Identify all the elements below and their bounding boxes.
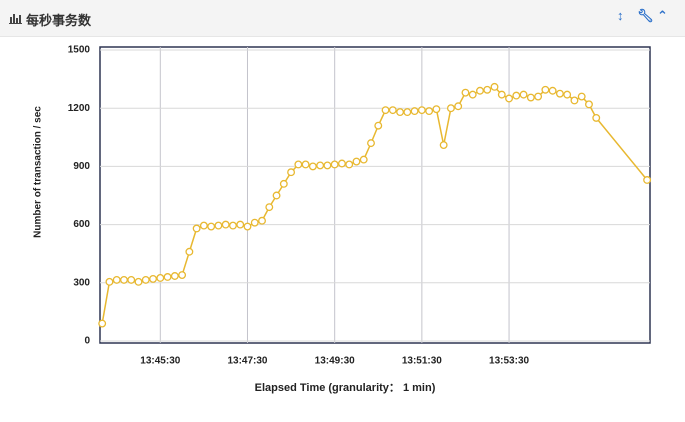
data-point (287, 168, 296, 177)
data-point (483, 85, 492, 94)
x-tick-label: 13:47:30 (227, 356, 267, 367)
data-point (425, 107, 434, 116)
data-point (410, 107, 419, 116)
data-point (570, 96, 579, 105)
data-point (432, 105, 441, 114)
data-point (548, 86, 557, 95)
chart-icon (9, 14, 22, 24)
data-point (519, 90, 528, 99)
data-point (577, 92, 586, 101)
data-point (643, 176, 652, 184)
data-point (468, 90, 477, 99)
data-point (105, 277, 114, 286)
data-point (243, 222, 252, 231)
data-point (555, 89, 564, 98)
data-point (534, 92, 543, 101)
y-axis-label: Number of transaction / sec (33, 106, 44, 238)
data-point (359, 155, 368, 164)
data-point (352, 157, 361, 166)
data-point (374, 121, 383, 130)
data-point (272, 191, 281, 200)
data-point (221, 220, 230, 229)
data-point (585, 100, 593, 109)
data-point (345, 160, 354, 169)
data-point (127, 275, 136, 284)
data-point (229, 221, 237, 230)
data-point (316, 161, 325, 170)
data-point (156, 274, 165, 282)
data-point (446, 104, 455, 113)
data-point (461, 88, 470, 97)
y-tick-label: 0 (84, 336, 90, 347)
data-point (236, 220, 245, 229)
x-tick-label: 13:51:30 (402, 356, 442, 367)
data-point (367, 139, 375, 148)
data-point (505, 94, 513, 103)
data-point (396, 108, 405, 117)
data-point (141, 275, 150, 284)
y-tick-label: 900 (73, 161, 90, 172)
data-point (98, 319, 107, 328)
panel-header: 每秒事务数 ↕ 🔧︎ ⌃ (0, 0, 685, 37)
data-point (592, 113, 601, 122)
data-point (265, 203, 274, 212)
data-point (439, 141, 448, 150)
data-point (381, 106, 390, 115)
data-point (512, 91, 521, 100)
x-tick-label: 13:53:30 (489, 356, 529, 367)
data-point (112, 275, 121, 284)
data-point (207, 222, 216, 231)
data-point (541, 85, 550, 94)
data-point (178, 271, 187, 279)
data-point (185, 247, 194, 256)
data-point (170, 272, 179, 280)
data-point (163, 273, 172, 281)
data-point (301, 160, 310, 169)
x-tick-label: 13:49:30 (315, 356, 355, 367)
data-point (476, 86, 484, 95)
data-point (120, 275, 128, 284)
data-point (337, 159, 346, 168)
data-point (403, 108, 412, 117)
data-point (526, 93, 535, 102)
panel-title: 每秒事务数 (26, 13, 92, 28)
data-point (149, 274, 157, 283)
y-tick-label: 1500 (68, 45, 91, 56)
data-point (323, 161, 332, 170)
y-tick-label: 300 (73, 277, 90, 288)
data-point (417, 106, 426, 115)
data-point (294, 160, 303, 169)
data-point (250, 218, 259, 227)
y-tick-label: 600 (73, 219, 90, 230)
data-point (388, 106, 397, 115)
x-axis-label: Elapsed Time (granularity： 1 min) (255, 382, 436, 394)
x-tick-label: 13:45:30 (140, 356, 180, 367)
data-point (330, 160, 339, 169)
data-point (192, 224, 201, 233)
y-tick-label: 1200 (68, 103, 91, 114)
data-point (279, 179, 288, 188)
data-point (490, 82, 499, 91)
data-point (308, 162, 317, 171)
data-point (258, 216, 266, 225)
data-point (134, 277, 143, 286)
data-point (497, 90, 506, 99)
data-point (454, 102, 463, 111)
settings-button[interactable]: 🔧︎ (637, 8, 654, 23)
resize-button[interactable]: ↕ (617, 8, 624, 23)
data-point (563, 90, 572, 99)
collapse-button[interactable]: ⌃ (657, 8, 668, 23)
data-point (199, 221, 208, 230)
data-point (214, 221, 223, 230)
